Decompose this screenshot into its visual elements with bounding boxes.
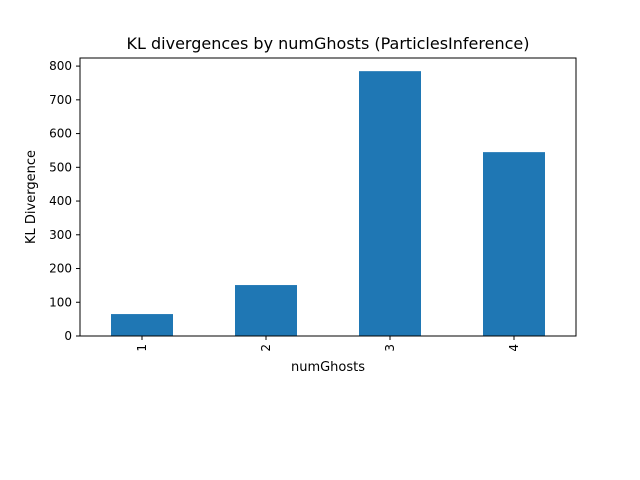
bars-group bbox=[111, 71, 545, 336]
x-tick-label: 3 bbox=[383, 344, 397, 352]
bar-2 bbox=[235, 285, 297, 336]
x-axis-label: numGhosts bbox=[291, 360, 365, 375]
chart-title: KL divergences by numGhosts (ParticlesIn… bbox=[127, 34, 530, 53]
x-axis: 1 2 3 4 bbox=[135, 336, 521, 352]
y-tick-label: 300 bbox=[49, 228, 72, 242]
y-tick-label: 700 bbox=[49, 93, 72, 107]
bar-4 bbox=[483, 152, 545, 336]
x-tick-label: 4 bbox=[507, 344, 521, 352]
x-tick-label: 1 bbox=[135, 344, 149, 352]
y-axis: 0 100 200 300 400 500 600 700 800 bbox=[49, 59, 80, 343]
bar-3 bbox=[359, 71, 421, 336]
y-tick-label: 600 bbox=[49, 127, 72, 141]
plot-frame bbox=[79, 57, 577, 337]
y-tick-label: 500 bbox=[49, 160, 72, 174]
y-tick-label: 200 bbox=[49, 262, 72, 276]
y-axis-label: KL Divergence bbox=[24, 150, 39, 244]
y-tick-label: 400 bbox=[49, 194, 72, 208]
y-tick-label: 100 bbox=[49, 295, 72, 309]
y-tick-label: 0 bbox=[64, 329, 72, 343]
y-tick-label: 800 bbox=[49, 59, 72, 73]
bar-1 bbox=[111, 314, 173, 336]
x-tick-label: 2 bbox=[259, 344, 273, 352]
